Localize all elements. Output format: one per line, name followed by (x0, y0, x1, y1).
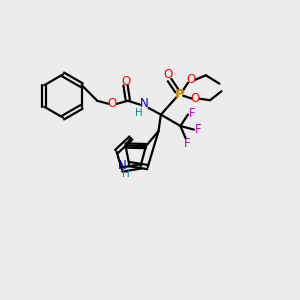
Text: O: O (186, 73, 196, 86)
Text: F: F (189, 107, 195, 120)
Text: P: P (175, 88, 184, 101)
Text: O: O (108, 97, 117, 110)
Text: O: O (190, 92, 200, 105)
Text: H: H (135, 108, 143, 118)
Text: F: F (195, 123, 201, 136)
Text: H: H (122, 169, 129, 179)
Text: N: N (140, 97, 149, 110)
Text: N: N (118, 159, 127, 172)
Text: O: O (163, 68, 172, 81)
Text: O: O (121, 75, 130, 88)
Text: F: F (184, 137, 191, 151)
